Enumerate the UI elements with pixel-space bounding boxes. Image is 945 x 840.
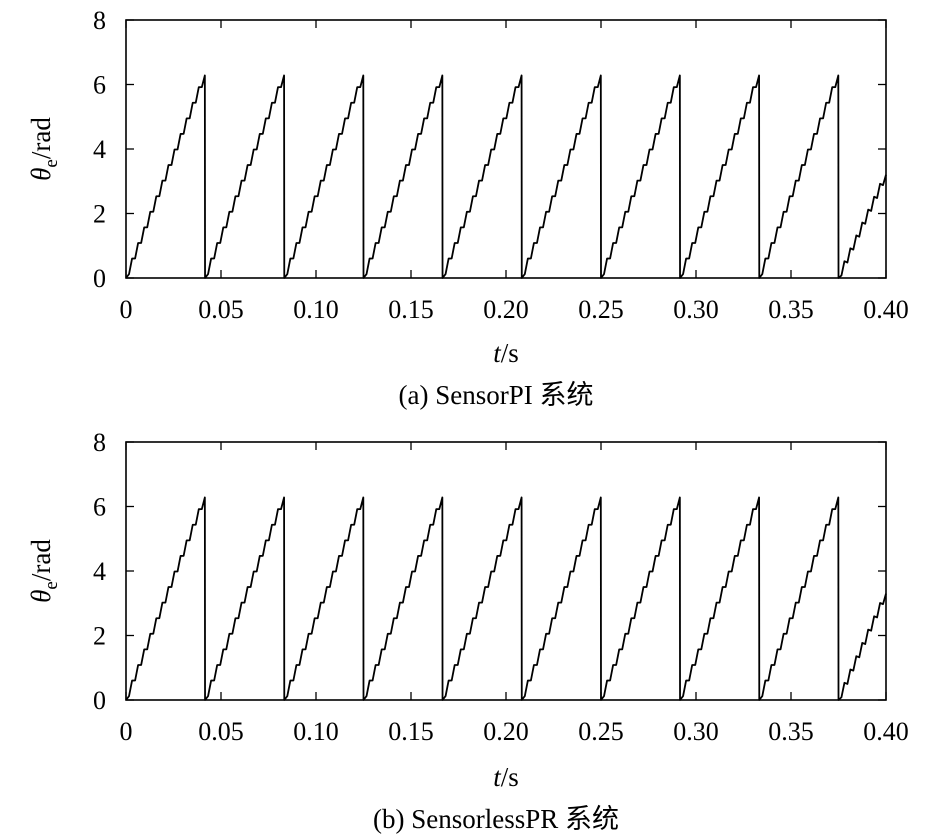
y-tick-label-b: 2	[93, 622, 106, 651]
y-tick-label-b: 4	[93, 557, 106, 586]
plot-frame-a	[125, 19, 887, 279]
x-tick-label-a: 0.40	[863, 295, 909, 324]
series-line-b	[125, 496, 887, 701]
y-tick-label-a: 0	[93, 264, 106, 293]
x-tick-label-b: 0.40	[863, 717, 909, 746]
x-tick-label-b: 0.15	[388, 717, 434, 746]
x-tick-label-a: 0.15	[388, 295, 434, 324]
x-axis-label-b: t/s	[493, 762, 519, 792]
x-tick-label-a: 0.05	[198, 295, 244, 324]
x-tick-label-b: 0.05	[198, 717, 244, 746]
panel-a: 0 0.05 0.10 0.15 0.20 0.25 0.30 0.35 0.40 0 2 4 6 8 θe…	[26, 6, 909, 410]
x-tick-label-b: 0	[120, 717, 133, 746]
x-tick-label-b: 0.10	[293, 717, 339, 746]
caption-a: (a) SensorPI 系统	[399, 380, 594, 410]
y-axis-label-a: θe/rad	[26, 117, 62, 181]
x-tick-label-b: 0.25	[578, 717, 624, 746]
x-tick-label-b: 0.35	[768, 717, 814, 746]
x-tick-label-a: 0	[120, 295, 133, 324]
panel-b: 0 0.05 0.10 0.15 0.20 0.25 0.30 0.35 0.40 0 2 4 6 8 θe…	[26, 428, 909, 834]
x-tick-label-b: 0.30	[673, 717, 719, 746]
x-tick-label-a: 0.20	[483, 295, 529, 324]
y-tick-label-a: 2	[93, 200, 106, 229]
y-tick-label-a: 4	[93, 135, 106, 164]
y-tick-label-b: 8	[93, 428, 106, 457]
x-tick-label-a: 0.30	[673, 295, 719, 324]
plot-frame-b	[125, 441, 887, 701]
y-tick-label-a: 8	[93, 6, 106, 35]
y-axis-label-b: θe/rad	[26, 539, 62, 603]
x-tick-label-a: 0.10	[293, 295, 339, 324]
y-tick-label-b: 0	[93, 686, 106, 715]
x-tick-label-a: 0.35	[768, 295, 814, 324]
y-tick-label-b: 6	[93, 493, 106, 522]
x-axis-label-a: t/s	[493, 338, 519, 368]
series-line-a	[125, 74, 887, 279]
x-tick-label-b: 0.20	[483, 717, 529, 746]
y-tick-label-a: 6	[93, 71, 106, 100]
x-tick-label-a: 0.25	[578, 295, 624, 324]
caption-b: (b) SensorlessPR 系统	[373, 804, 619, 834]
